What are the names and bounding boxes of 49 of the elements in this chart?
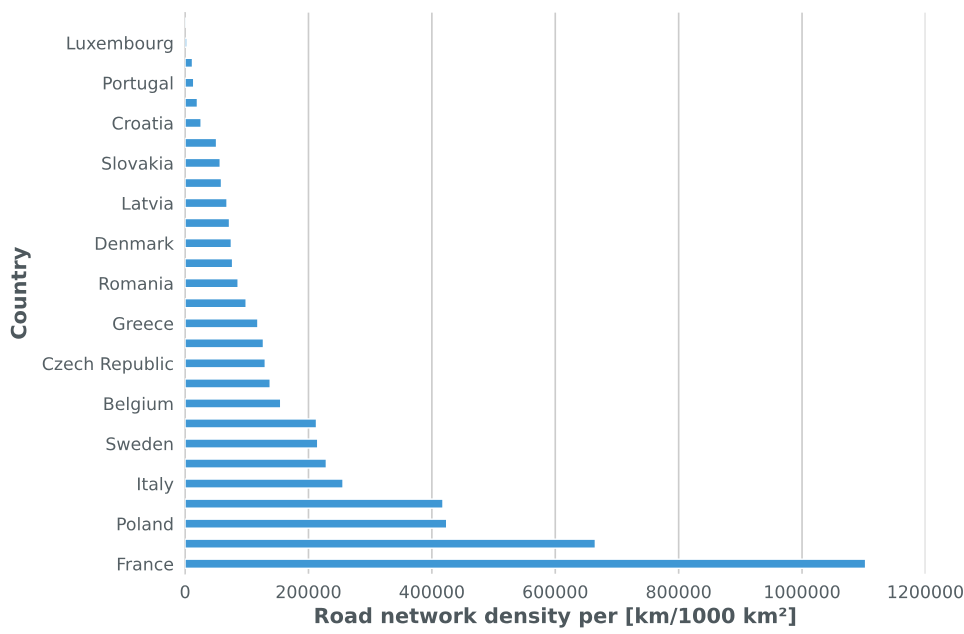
y-tick-label: Czech Republic <box>42 356 173 374</box>
x-axis-title: Road network density per [km/1000 km²] <box>316 607 796 628</box>
y-axis-title: Country <box>10 247 31 339</box>
y-tick-label: Sweden <box>106 436 172 450</box>
x-tick-label: 200000 <box>276 585 340 598</box>
y-tick-label: Denmark <box>96 236 174 250</box>
bar <box>185 458 328 469</box>
bar <box>185 78 194 88</box>
bar <box>185 538 596 549</box>
y-tick-label: Luxembourg <box>67 36 172 53</box>
y-tick-label: Latvia <box>122 196 172 210</box>
bar <box>185 218 230 228</box>
bar <box>185 438 318 449</box>
y-tick-label: Slovakia <box>102 156 172 170</box>
bar <box>185 398 282 409</box>
x-tick-label: 1000000 <box>765 585 840 598</box>
x-tick-label: 600000 <box>523 585 588 598</box>
bar <box>185 418 318 429</box>
x-tick-label: 1200000 <box>888 585 963 598</box>
bar <box>185 58 194 68</box>
y-tick-label: France <box>118 558 174 571</box>
bar <box>185 238 232 248</box>
y-tick-label: Poland <box>118 517 172 531</box>
bar <box>185 378 271 389</box>
y-tick-label: Italy <box>138 477 174 494</box>
bar <box>185 198 228 208</box>
x-tick-label: 800000 <box>646 585 711 598</box>
bar <box>185 158 221 168</box>
bar <box>185 118 202 128</box>
bar <box>185 558 866 569</box>
bar <box>185 258 234 268</box>
bar <box>185 478 344 489</box>
bar <box>185 138 218 148</box>
bar <box>185 498 444 509</box>
y-tick-label: Belgium <box>104 396 172 414</box>
bar <box>185 518 448 529</box>
bar <box>185 338 264 349</box>
y-tick-label: Croatia <box>112 116 172 130</box>
x-tick-label: 0 <box>180 585 190 598</box>
bar <box>185 318 259 328</box>
y-tick-label: Romania <box>100 276 172 290</box>
bar <box>185 298 247 308</box>
y-tick-label: Greece <box>113 316 174 330</box>
bar <box>185 98 198 108</box>
y-tick-label: Portugal <box>104 76 172 94</box>
bar <box>185 278 239 288</box>
bar <box>185 178 222 188</box>
bar <box>185 358 266 369</box>
x-tick-label: 400000 <box>400 585 464 598</box>
